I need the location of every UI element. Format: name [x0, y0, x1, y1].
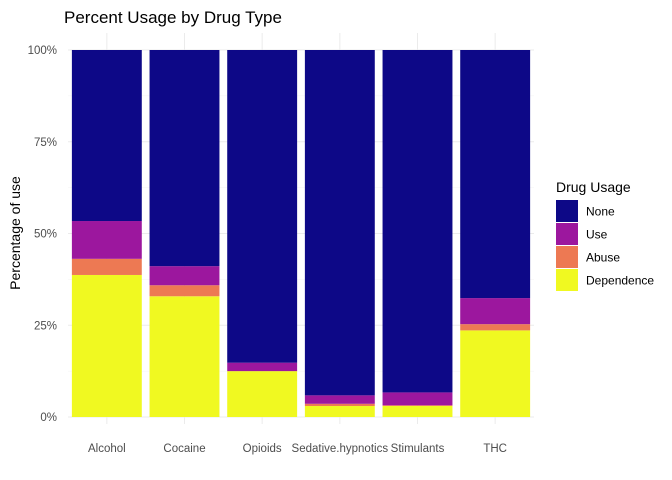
- bar-segment-dependence: [382, 405, 453, 417]
- legend: Drug Usage None Use Abuse Dependence: [556, 179, 654, 291]
- bar-segment-dependence: [71, 274, 142, 417]
- legend-title: Drug Usage: [556, 179, 631, 195]
- legend-swatch-none: [556, 200, 578, 222]
- x-axis-ticks: Alcohol Cocaine Opioids Sedative.hypnotics S…: [88, 443, 507, 455]
- bar-segment-dependence: [460, 330, 531, 417]
- bar-segment-use: [304, 395, 375, 404]
- x-tick-label: Stimulants: [391, 443, 445, 455]
- x-tick-label: Alcohol: [88, 443, 126, 455]
- bar-segment-none: [149, 50, 220, 267]
- legend-label-use: Use: [586, 228, 608, 242]
- bar-segment-dependence: [227, 371, 298, 417]
- y-tick-label: 100%: [28, 45, 57, 57]
- bar-segment-use: [71, 221, 142, 259]
- chart-title: Percent Usage by Drug Type: [64, 8, 282, 27]
- bar-segment-use: [382, 392, 453, 406]
- x-tick-label: Opioids: [243, 443, 282, 455]
- legend-label-none: None: [586, 205, 615, 219]
- legend-label-abuse: Abuse: [586, 251, 620, 265]
- bar-segment-none: [460, 50, 531, 299]
- bar-segment-abuse: [382, 405, 453, 406]
- y-tick-label: 75%: [34, 137, 57, 149]
- bar-segment-use: [460, 298, 531, 325]
- bar-segment-abuse: [71, 258, 142, 275]
- y-axis-title: Percentage of use: [7, 176, 23, 290]
- bar-segment-abuse: [460, 324, 531, 331]
- y-tick-label: 0%: [40, 412, 57, 424]
- y-tick-label: 50%: [34, 229, 57, 241]
- bars: [71, 50, 531, 417]
- x-tick-label: THC: [483, 443, 507, 455]
- legend-label-dependence: Dependence: [586, 274, 654, 288]
- y-tick-label: 25%: [34, 320, 57, 332]
- bar-segment-dependence: [304, 405, 375, 417]
- bar-segment-use: [227, 362, 298, 372]
- x-tick-label: Sedative.hypnotics: [292, 443, 389, 455]
- bar-segment-none: [382, 50, 453, 393]
- bar-segment-none: [71, 50, 142, 222]
- x-tick-label: Cocaine: [163, 443, 205, 455]
- bar-segment-abuse: [304, 403, 375, 406]
- bar-segment-dependence: [149, 296, 220, 417]
- legend-swatch-dependence: [556, 269, 578, 291]
- y-axis-ticks: 0% 25% 50% 75% 100%: [28, 45, 57, 424]
- legend-swatch-use: [556, 223, 578, 245]
- bar-segment-none: [304, 50, 375, 396]
- bar-segment-abuse: [149, 285, 220, 297]
- legend-swatch-abuse: [556, 246, 578, 268]
- bar-segment-use: [149, 266, 220, 286]
- bar-segment-none: [227, 50, 298, 363]
